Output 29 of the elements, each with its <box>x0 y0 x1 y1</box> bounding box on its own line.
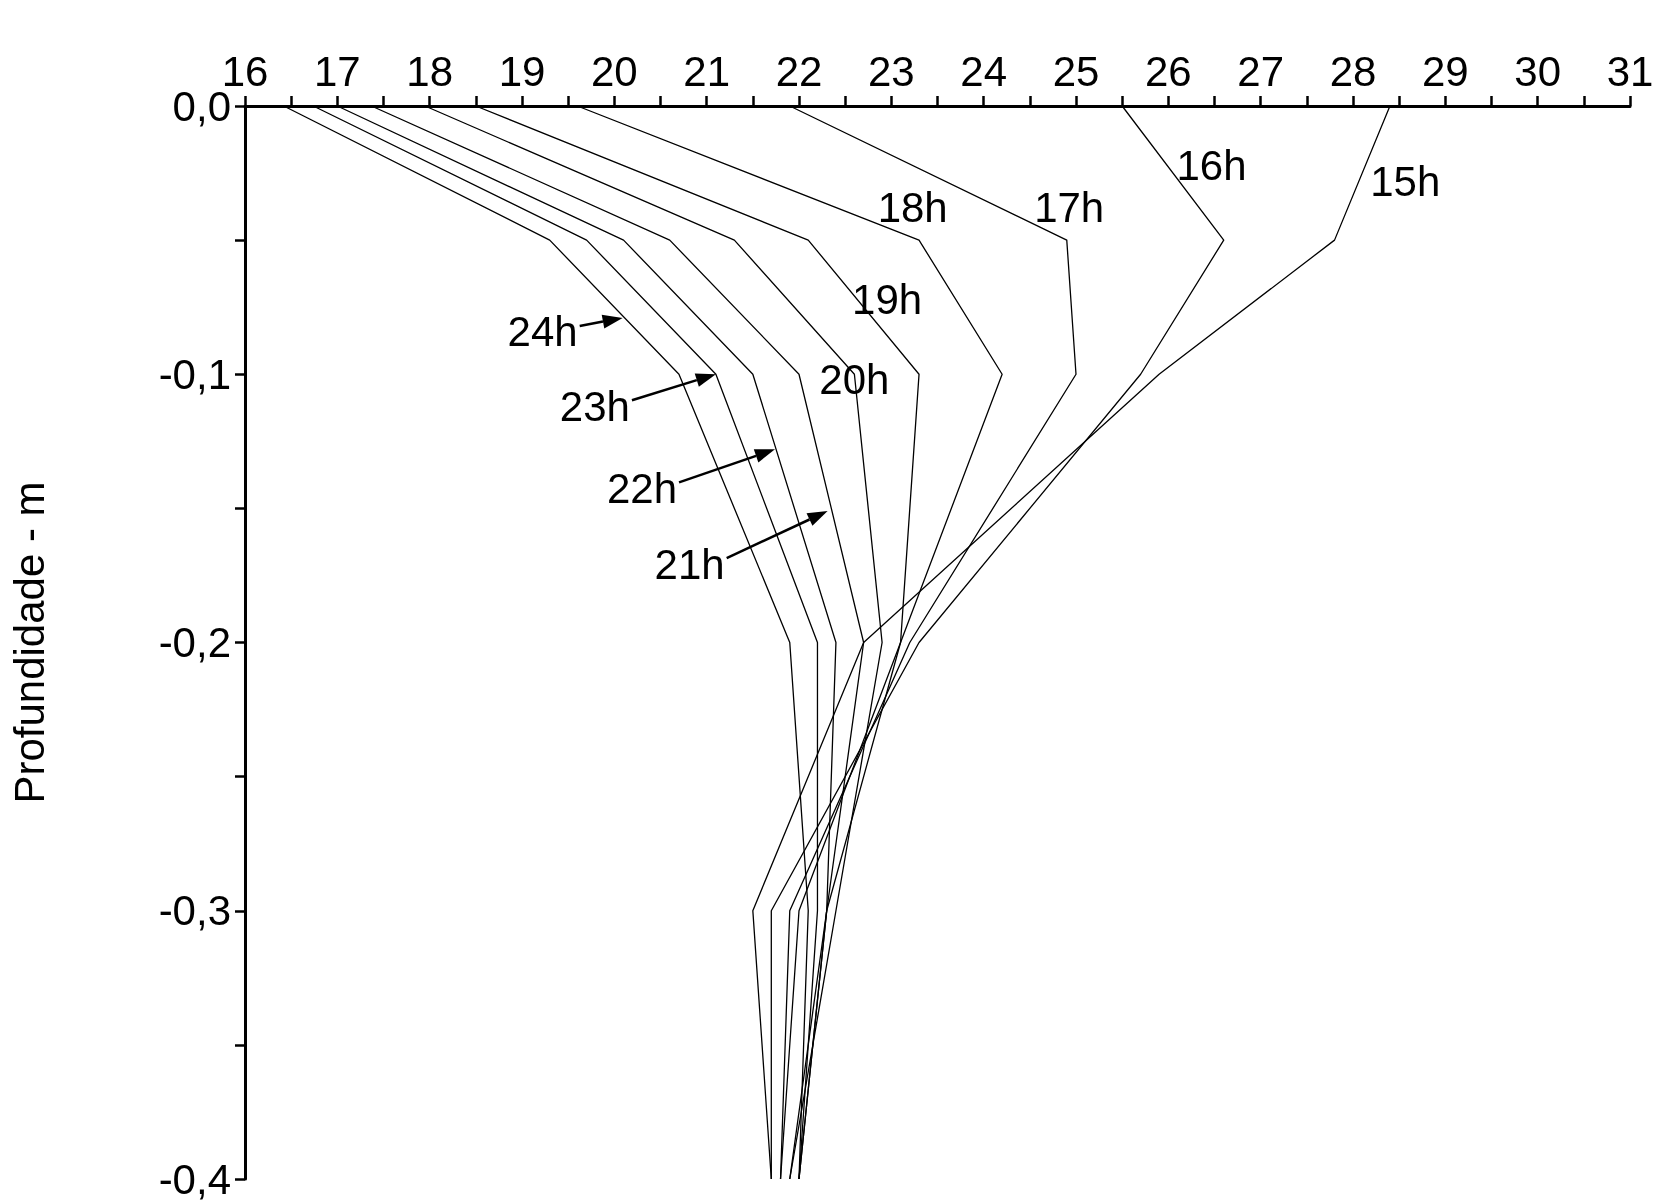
x-tick-label: 28 <box>1329 47 1377 95</box>
x-tick-label: 19 <box>498 47 546 95</box>
y-axis-title: Profundidade - m <box>5 481 53 804</box>
x-tick-label: 20 <box>590 47 638 95</box>
x-tick-label: 17 <box>313 47 361 95</box>
x-tick-label: 24 <box>960 47 1008 95</box>
x-tick-label: 23 <box>867 47 915 95</box>
x-tick-label: 18 <box>406 47 454 95</box>
y-tick-label: -0,3 <box>158 887 231 935</box>
x-tick-label: 30 <box>1514 47 1562 95</box>
annotation: 24h <box>507 308 578 356</box>
x-tick-label: 29 <box>1421 47 1469 95</box>
annotation: 16h <box>1176 141 1247 189</box>
x-tick-label: 27 <box>1237 47 1285 95</box>
x-tick-label: 22 <box>775 47 823 95</box>
x-tick-label: 31 <box>1606 47 1654 95</box>
x-tick-label: 21 <box>683 47 731 95</box>
annotation: 15h <box>1370 157 1441 205</box>
annotation: 23h <box>559 382 630 430</box>
y-tick-label: -0,1 <box>158 350 231 398</box>
annotation: 21h <box>654 540 725 588</box>
annotation: 19h <box>852 275 923 323</box>
y-tick-label: -0,2 <box>158 619 231 666</box>
annotation: 17h <box>1034 184 1105 232</box>
x-tick-label: 25 <box>1052 47 1100 95</box>
annotation: 22h <box>606 464 678 512</box>
annotation: 18h <box>877 184 948 232</box>
y-tick-label: -0,4 <box>158 1155 231 1200</box>
x-tick-label: 26 <box>1144 47 1192 95</box>
